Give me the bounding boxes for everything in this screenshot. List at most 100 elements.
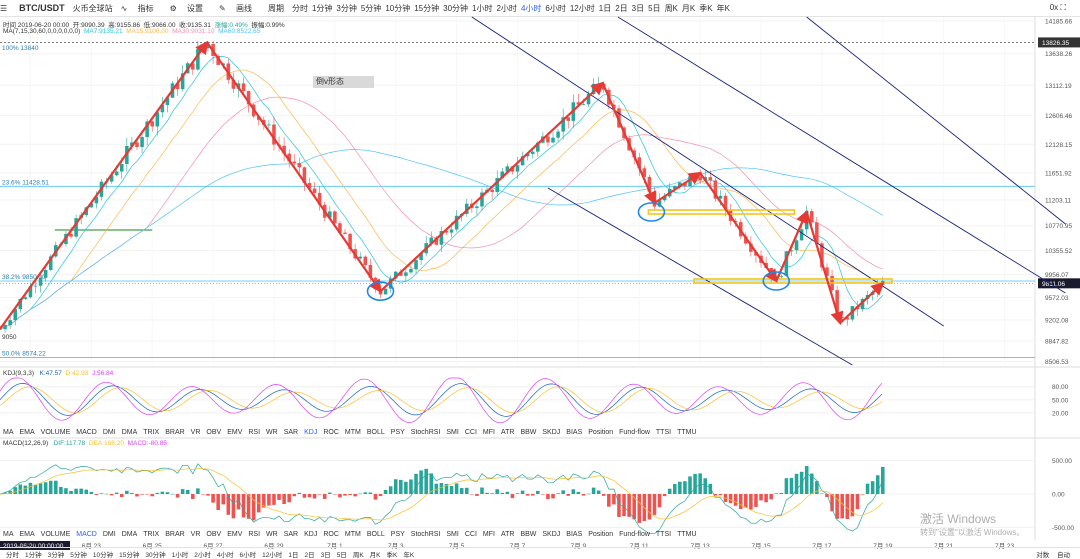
interval-tab[interactable]: 15分钟 [414, 3, 440, 13]
indicator-tab[interactable]: ATR [500, 429, 515, 436]
indicator-tab[interactable]: EMA [19, 429, 35, 436]
indicator-tab[interactable]: SMI [446, 429, 459, 436]
indicator-tab[interactable]: DMI [102, 531, 116, 538]
indicator-tab[interactable]: WR [266, 429, 278, 436]
interval-tab[interactable]: 30分钟 [443, 3, 469, 13]
bottom-interval-tab[interactable]: 30分钟 [145, 551, 166, 559]
indicator-tab[interactable]: OBV [206, 429, 222, 436]
interval-tab[interactable]: 2小时 [496, 3, 517, 13]
indicator-tab[interactable]: CCI [464, 531, 477, 538]
indicator-tab[interactable]: MA [3, 429, 14, 436]
indicator-tab[interactable]: DMI [102, 429, 116, 436]
bottom-interval-tab[interactable]: 6小时 [239, 551, 257, 559]
indicator-tab[interactable]: StochRSI [410, 429, 441, 436]
indicator-tab[interactable]: TTSI [655, 429, 672, 436]
indicator-tab[interactable]: CCI [464, 429, 477, 436]
indicator-tab[interactable]: BIAS [566, 429, 583, 436]
indicator-tab[interactable]: VOLUME [40, 429, 71, 436]
indicator-tab[interactable]: RSI [248, 531, 261, 538]
bottom-interval-tab[interactable]: 1小时 [171, 551, 189, 559]
indicator-tab[interactable]: SAR [283, 531, 299, 538]
bottom-interval-tab[interactable]: 2日 [304, 551, 315, 559]
indicator-tab[interactable]: BBW [520, 531, 537, 538]
indicator-tab[interactable]: TTMU [677, 531, 697, 538]
indicator-tab[interactable]: ATR [500, 531, 515, 538]
indicator-tab[interactable]: PSY [390, 429, 405, 436]
indicator-tab[interactable]: BIAS [566, 531, 583, 538]
indicator-tab[interactable]: StochRSI [410, 531, 441, 538]
indicator-tab[interactable]: EMV [227, 429, 243, 436]
interval-tab[interactable]: 5分钟 [360, 3, 382, 13]
indicator-tab[interactable]: MFI [482, 531, 495, 538]
bottom-interval-tab[interactable]: 分时 [6, 551, 19, 559]
interval-tab[interactable]: 12小时 [569, 3, 595, 13]
log-scale-toggle[interactable]: 对数 [1036, 551, 1050, 559]
indicator-tab[interactable]: ROC [323, 429, 339, 436]
interval-tab[interactable]: 周K [664, 3, 678, 13]
bottom-interval-tab[interactable]: 3分钟 [47, 551, 65, 559]
indicator-tab[interactable]: MA [3, 531, 14, 538]
indicator-tab[interactable]: MFI [482, 429, 495, 436]
indicators-button[interactable]: ∿ 指标 [120, 3, 154, 13]
indicator-tab[interactable]: Fund-flow [619, 429, 650, 436]
indicator-tab[interactable]: BRAR [165, 531, 185, 538]
interval-tab[interactable]: 1小时 [472, 3, 493, 13]
bottom-interval-tab[interactable]: 10分钟 [92, 551, 114, 559]
indicator-tab[interactable]: VR [190, 429, 201, 436]
interval-tab[interactable]: 月K [681, 3, 696, 13]
interval-tab[interactable]: 6小时 [545, 3, 566, 13]
indicator-tab[interactable]: Position [588, 531, 614, 538]
interval-tab[interactable]: 5日 [648, 3, 661, 13]
indicator-tab[interactable]: MACD [76, 531, 97, 538]
bottom-interval-tab[interactable]: 月K [369, 551, 381, 559]
indicator-tab[interactable]: WR [266, 531, 278, 538]
bottom-interval-tab[interactable]: 周K [352, 551, 364, 559]
bottom-interval-tab[interactable]: 2小时 [194, 551, 211, 559]
pattern-annotation[interactable]: 倒v形态 [313, 76, 374, 88]
indicator-tab[interactable]: TTSI [655, 531, 672, 538]
indicator-tab[interactable]: BBW [520, 429, 537, 436]
bottom-interval-tab[interactable]: 1分钟 [25, 551, 42, 559]
indicator-tab[interactable]: BOLL [366, 531, 385, 538]
indicator-tab[interactable]: VR [190, 531, 201, 538]
interval-tab[interactable]: 2日 [615, 3, 628, 13]
interval-tab[interactable]: 1日 [598, 3, 612, 13]
indicator-tab[interactable]: TTMU [677, 429, 697, 436]
indicator-tab[interactable]: TRIX [143, 429, 160, 436]
symbol-title[interactable]: BTC/USDT [19, 3, 65, 13]
interval-tab[interactable]: 3日 [631, 3, 645, 13]
indicator-tab[interactable]: SMI [446, 531, 459, 538]
indicator-tab[interactable]: MACD [76, 429, 97, 436]
indicator-tab[interactable]: BOLL [366, 429, 385, 436]
auto-scale-toggle[interactable]: 自动 [1057, 551, 1070, 559]
interval-tab[interactable]: 10分钟 [385, 3, 411, 13]
indicator-tab[interactable]: SKDJ [542, 429, 561, 436]
bottom-interval-tab[interactable]: 3日 [320, 551, 331, 559]
interval-tab[interactable]: 季K [699, 3, 713, 13]
bottom-interval-tab[interactable]: 季K [386, 551, 398, 559]
bottom-interval-tab[interactable]: 4小时 [216, 551, 234, 559]
bottom-interval-tab[interactable]: 5分钟 [70, 551, 87, 559]
indicator-tab[interactable]: DMA [121, 429, 138, 436]
interval-tab[interactable]: 年K [716, 3, 730, 13]
interval-tab[interactable]: 1分钟 [311, 3, 333, 13]
indicator-tab[interactable]: SAR [283, 429, 299, 436]
bottom-interval-tab[interactable]: 年K [403, 551, 415, 559]
indicator-tab[interactable]: RSI [248, 429, 261, 436]
indicator-tab[interactable]: OBV [206, 531, 222, 538]
indicator-tab[interactable]: EMA [19, 531, 35, 538]
indicator-tab[interactable]: DMA [121, 531, 138, 538]
indicator-tab[interactable]: EMV [227, 531, 243, 538]
bottom-interval-tab[interactable]: 5日 [336, 551, 347, 559]
indicator-tab[interactable]: TRIX [143, 531, 160, 538]
drawing-button[interactable]: ✎ 画线 [219, 3, 252, 13]
hamburger-icon[interactable]: ☰ [0, 3, 8, 13]
indicator-tab[interactable]: MTM [344, 531, 361, 538]
interval-tab[interactable]: 分时 [291, 3, 308, 13]
indicator-tab[interactable]: Position [588, 429, 614, 436]
indicator-tab[interactable]: VOLUME [40, 531, 71, 538]
indicator-tab[interactable]: SKDJ [542, 531, 561, 538]
settings-button[interactable]: ⚙ 设置 [169, 3, 204, 13]
bottom-interval-tab[interactable]: 15分钟 [119, 551, 140, 559]
